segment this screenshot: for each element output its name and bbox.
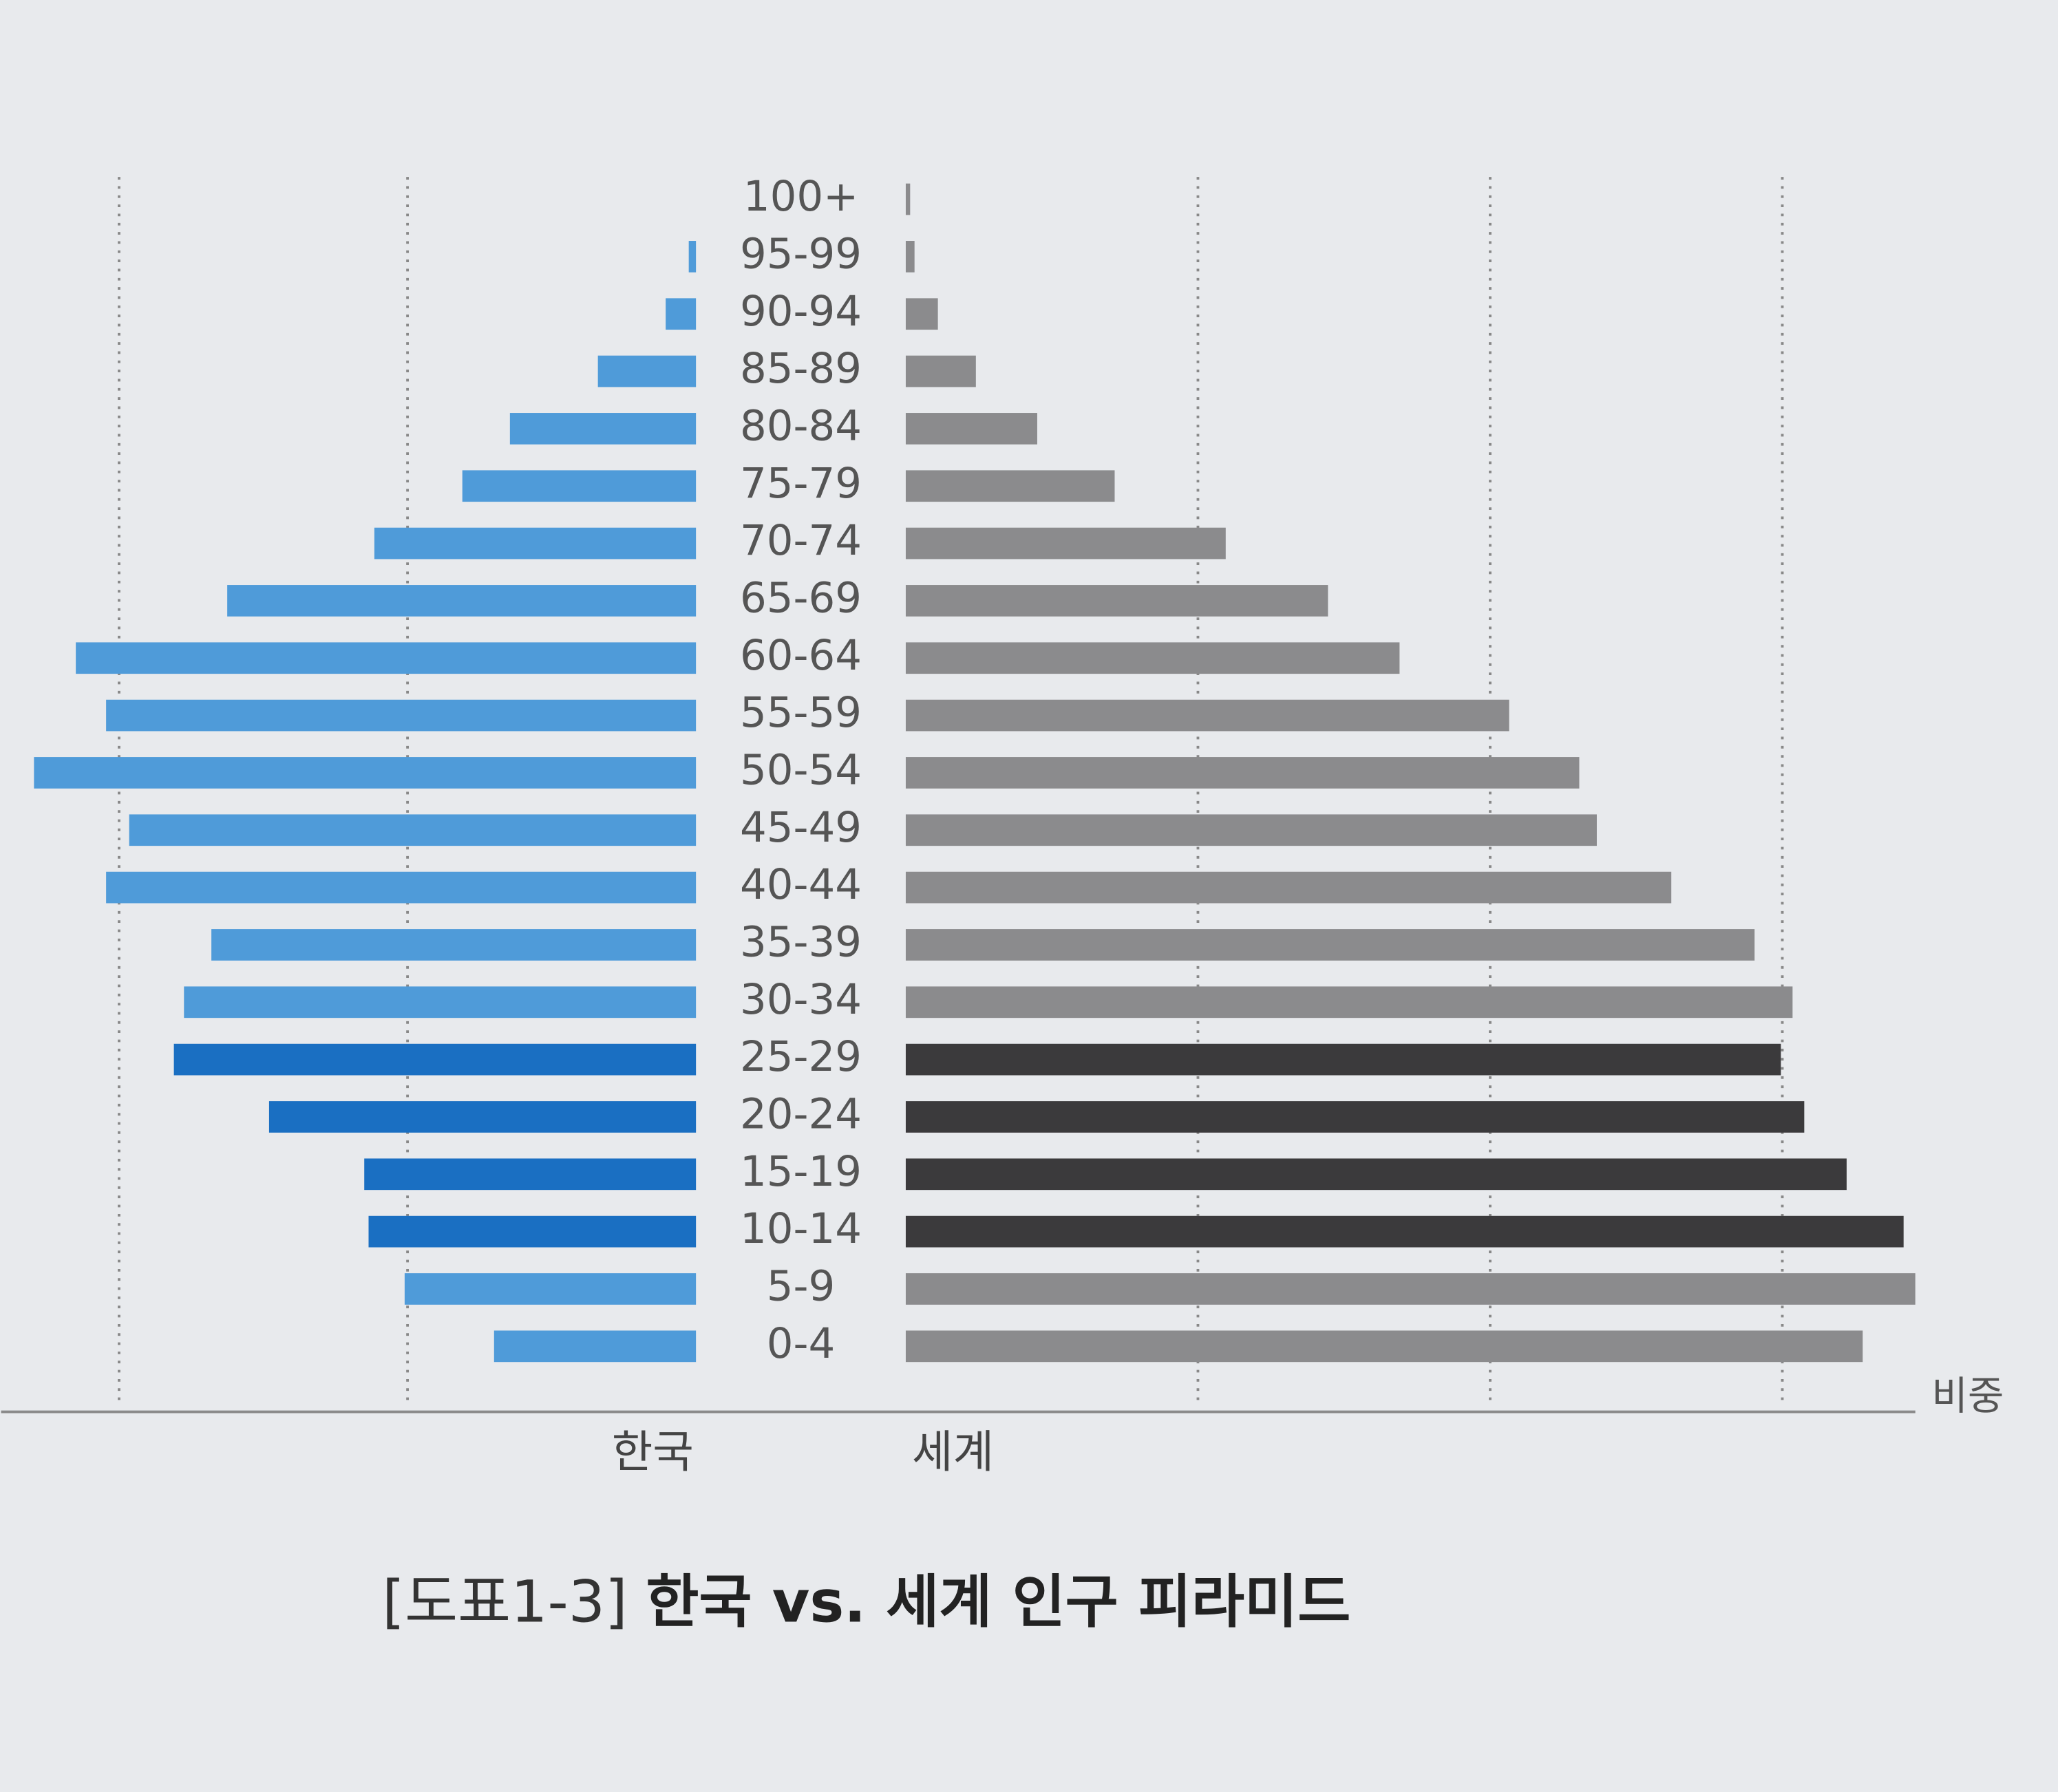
category-label: 5-9 <box>767 1262 836 1311</box>
legend-label: 세계 <box>912 1427 994 1478</box>
bar <box>905 642 1400 674</box>
figure-label: [도표1-3] <box>382 1568 627 1635</box>
chart-title: [도표1-3] 한국 vs. 세계 인구 피라미드 <box>382 1568 1350 1635</box>
bar <box>905 355 976 387</box>
category-label: 10-14 <box>740 1204 862 1253</box>
title-text: 한국 vs. 세계 인구 피라미드 <box>646 1568 1350 1635</box>
bar <box>905 1158 1847 1191</box>
category-label: 60-64 <box>740 631 862 680</box>
bar <box>268 1101 697 1133</box>
bar <box>211 929 697 961</box>
category-label: 95-99 <box>740 229 862 278</box>
category-label: 45-49 <box>740 803 862 852</box>
bar <box>462 470 697 502</box>
bar <box>905 871 1672 904</box>
bar <box>905 929 1755 961</box>
category-label: 90-94 <box>740 287 862 336</box>
category-label: 75-79 <box>740 459 862 508</box>
bar <box>509 413 697 445</box>
category-label: 50-54 <box>740 746 862 795</box>
category-label: 65-69 <box>740 574 862 623</box>
bar <box>905 183 911 215</box>
bar <box>597 355 697 387</box>
bar <box>905 413 1037 445</box>
bar <box>905 1215 1904 1248</box>
bar <box>905 699 1509 732</box>
legend-label: 한국 <box>612 1427 694 1478</box>
bar <box>905 527 1226 559</box>
bar <box>905 585 1328 617</box>
bar <box>106 699 697 732</box>
category-label: 55-59 <box>740 688 862 737</box>
bar <box>905 814 1597 846</box>
bar <box>106 871 697 904</box>
category-label: 80-84 <box>740 401 862 450</box>
bar <box>76 642 697 674</box>
category-label: 40-44 <box>740 860 862 909</box>
bar <box>364 1158 697 1191</box>
bar <box>905 241 915 273</box>
category-label: 15-19 <box>740 1147 862 1196</box>
category-label: 25-29 <box>740 1032 862 1081</box>
bar <box>905 1273 1916 1305</box>
category-label: 85-89 <box>740 344 862 393</box>
bar <box>227 585 697 617</box>
category-label: 70-74 <box>740 516 862 565</box>
bar <box>905 1330 1863 1363</box>
bar <box>173 1043 697 1076</box>
bar <box>688 241 697 273</box>
bar <box>905 757 1580 789</box>
category-label: 100+ <box>743 172 858 221</box>
bar <box>34 757 697 789</box>
x-axis-label: 비중 <box>1931 1374 2004 1419</box>
bar <box>666 298 697 330</box>
bar <box>368 1215 697 1248</box>
bar <box>494 1330 697 1363</box>
bar <box>905 1101 1805 1133</box>
category-label: 20-24 <box>740 1090 862 1139</box>
category-label: 35-39 <box>740 918 862 967</box>
bar <box>905 298 938 330</box>
category-label: 30-34 <box>740 975 862 1024</box>
bar <box>905 986 1793 1018</box>
bar <box>184 986 697 1018</box>
bar <box>404 1273 697 1305</box>
category-label: 0-4 <box>767 1319 836 1368</box>
bar <box>905 470 1115 502</box>
bar <box>905 1043 1781 1076</box>
bar <box>374 527 697 559</box>
bar <box>129 814 697 846</box>
